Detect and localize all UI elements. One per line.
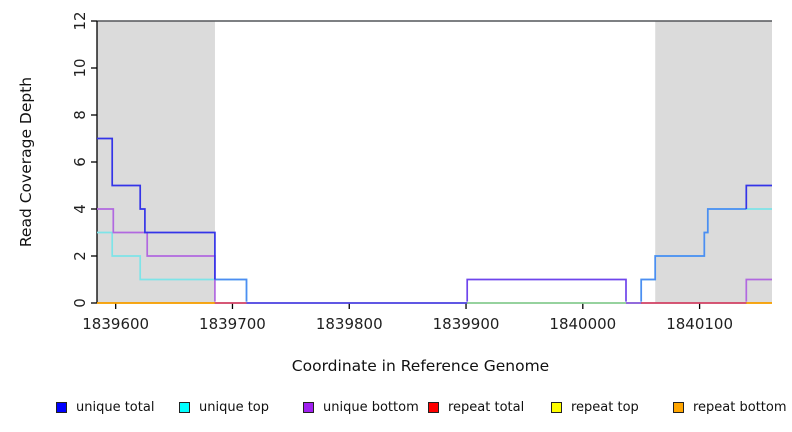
x-tick-label: 1839700 [199, 315, 266, 333]
legend-item-repeat-top: repeat top [551, 397, 639, 417]
series-brightblue-left [214, 278, 248, 302]
x-tick-label: 1839600 [82, 315, 149, 333]
y-tick-label: 10 [71, 58, 89, 77]
unique-total-swatch-icon [56, 401, 67, 413]
x-tick-label: 1839800 [316, 315, 383, 333]
x-axis-title: Coordinate in Reference Genome [292, 357, 549, 375]
series-darkblue-left [97, 137, 216, 280]
legend-label: repeat bottom [693, 399, 787, 415]
legend-item-repeat-total: repeat total [428, 397, 524, 417]
legend-label: unique total [76, 399, 155, 415]
legend: unique total unique top unique bottom re… [0, 397, 792, 421]
legend-item-repeat-bottom: repeat bottom [673, 397, 787, 417]
y-tick-label: 0 [71, 298, 89, 308]
unique-top-swatch-icon [179, 401, 190, 413]
series-darkblue-right [745, 184, 772, 209]
repeat-bottom-swatch-icon [673, 401, 684, 413]
legend-label: unique bottom [323, 399, 419, 415]
shaded-region [97, 21, 215, 303]
series-brightblue-right [640, 208, 747, 302]
legend-label: repeat total [448, 399, 525, 415]
legend-label: repeat top [571, 399, 639, 415]
x-tick-label: 1840100 [666, 315, 733, 333]
y-tick-label: 2 [71, 251, 89, 261]
legend-item-unique-total: unique total [56, 397, 154, 417]
y-tick-label: 4 [71, 204, 89, 214]
y-tick-label: 8 [71, 110, 89, 120]
legend-label: unique top [199, 399, 270, 415]
series-purple-blue-mid [466, 278, 627, 302]
series-purple-right [745, 278, 772, 302]
legend-item-unique-bottom: unique bottom [303, 397, 419, 417]
repeat-top-swatch-icon [551, 401, 562, 413]
x-tick-label: 1840000 [549, 315, 616, 333]
legend-item-unique-top: unique top [179, 397, 269, 417]
shaded-region [655, 21, 772, 303]
y-tick-label: 12 [71, 11, 89, 30]
y-tick-label: 6 [71, 157, 89, 167]
y-axis-title: Read Coverage Depth [17, 77, 35, 247]
repeat-total-swatch-icon [428, 401, 439, 413]
x-tick-label: 1839900 [433, 315, 500, 333]
unique-bottom-swatch-icon [303, 401, 314, 413]
